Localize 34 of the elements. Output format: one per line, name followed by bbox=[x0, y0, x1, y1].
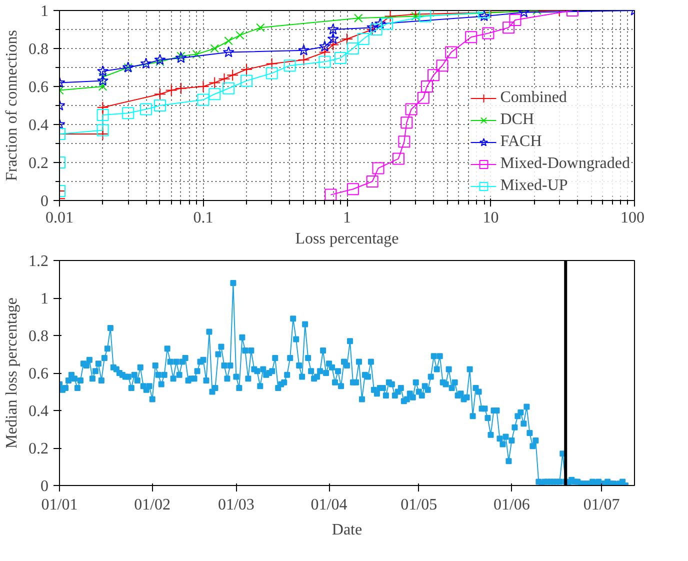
y-tick-label: 0.4 bbox=[28, 403, 48, 420]
y-tick-label: 0.4 bbox=[28, 117, 48, 134]
x-tick-label: 0.1 bbox=[193, 210, 214, 226]
x-tick-label: 10 bbox=[482, 210, 499, 226]
legend-label: DCH bbox=[500, 111, 534, 129]
x-axis-title: Loss percentage bbox=[295, 230, 399, 248]
y-tick-label: 1.2 bbox=[28, 253, 48, 270]
x-tick-label: 01/07 bbox=[583, 496, 620, 514]
legend-label: Mixed-Downgraded bbox=[500, 155, 630, 173]
x-tick-label: 1 bbox=[343, 210, 351, 226]
x-tick-label: 01/04 bbox=[310, 496, 348, 514]
y-tick-label: 0.6 bbox=[28, 79, 48, 96]
x-tick-label: 01/01 bbox=[41, 496, 78, 514]
x-tick-label: 01/06 bbox=[493, 496, 530, 514]
y-axis-title: Fraction of connections bbox=[4, 30, 20, 182]
legend-label: Mixed-UP bbox=[500, 177, 568, 195]
y-axis-title: Median loss percentage bbox=[4, 297, 20, 449]
y-tick-label: 0.8 bbox=[28, 41, 48, 58]
x-axis-title: Date bbox=[332, 522, 362, 538]
y-tick-label: 1 bbox=[40, 290, 48, 308]
y-tick-label: 0.6 bbox=[28, 366, 48, 382]
x-tick-label: 01/03 bbox=[218, 496, 254, 514]
y-tick-label: 0.2 bbox=[28, 440, 48, 458]
legend-label: Combined bbox=[500, 89, 567, 107]
x-tick-label: 01/05 bbox=[400, 496, 438, 514]
x-tick-label: 0.01 bbox=[46, 210, 74, 226]
x-tick-label: 100 bbox=[620, 210, 644, 226]
y-tick-label: 1 bbox=[40, 3, 48, 20]
y-tick-label: 0 bbox=[40, 193, 48, 210]
legend-label: FACH bbox=[500, 133, 542, 151]
x-tick-label: 01/02 bbox=[134, 496, 171, 514]
y-tick-label: 0 bbox=[40, 478, 48, 495]
y-tick-label: 0.2 bbox=[28, 155, 48, 172]
y-tick-label: 0.8 bbox=[28, 328, 48, 345]
